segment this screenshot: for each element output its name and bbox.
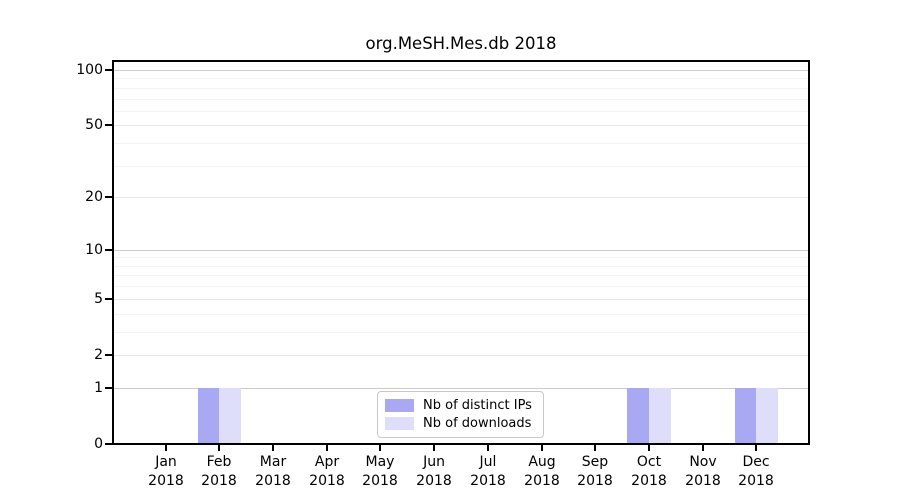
x-tick-label: May 2018 bbox=[362, 454, 398, 489]
chart-title: org.MeSH.Mes.db 2018 bbox=[365, 34, 557, 53]
legend-entry-distinct-ips: Nb of distinct IPs bbox=[385, 398, 535, 413]
bar-downloads-oct bbox=[649, 388, 671, 443]
x-tick bbox=[272, 445, 274, 451]
h-gridline bbox=[114, 99, 808, 100]
bar-distinct-ips-oct bbox=[627, 388, 649, 443]
legend: Nb of distinct IPs Nb of downloads bbox=[377, 391, 544, 438]
x-tick bbox=[487, 445, 489, 451]
x-tick-label: Feb 2018 bbox=[201, 454, 237, 489]
x-tick-label: Nov 2018 bbox=[685, 454, 721, 489]
h-gridline bbox=[114, 266, 808, 267]
x-tick bbox=[541, 445, 543, 451]
h-gridline bbox=[114, 275, 808, 276]
y-tick bbox=[105, 443, 112, 445]
y-tick-label: 5 bbox=[94, 291, 103, 307]
y-tick-label: 1 bbox=[94, 380, 103, 396]
y-tick-label: 0 bbox=[94, 436, 103, 452]
h-gridline bbox=[114, 388, 808, 389]
h-gridline bbox=[114, 111, 808, 112]
h-gridline bbox=[114, 257, 808, 258]
y-tick bbox=[105, 196, 112, 198]
x-tick-label: Mar 2018 bbox=[255, 454, 291, 489]
legend-entry-downloads: Nb of downloads bbox=[385, 416, 535, 431]
y-tick bbox=[105, 387, 112, 389]
x-tick bbox=[648, 445, 650, 451]
h-gridline bbox=[114, 70, 808, 71]
h-gridline bbox=[114, 286, 808, 287]
x-tick-label: Sep 2018 bbox=[577, 454, 613, 489]
y-tick-label: 50 bbox=[85, 117, 103, 133]
y-tick-label: 20 bbox=[85, 189, 103, 205]
y-tick bbox=[105, 124, 112, 126]
legend-swatch-downloads-icon bbox=[385, 416, 414, 430]
y-tick bbox=[105, 354, 112, 356]
h-gridline bbox=[114, 299, 808, 300]
x-tick bbox=[702, 445, 704, 451]
legend-label-distinct-ips: Nb of distinct IPs bbox=[423, 398, 532, 414]
legend-swatch-distinct-ips-icon bbox=[385, 399, 414, 413]
x-tick bbox=[379, 445, 381, 451]
x-tick-label: Oct 2018 bbox=[631, 454, 667, 489]
y-tick-label: 100 bbox=[76, 62, 103, 78]
x-tick bbox=[433, 445, 435, 451]
x-tick bbox=[326, 445, 328, 451]
h-gridline bbox=[114, 332, 808, 333]
x-tick bbox=[218, 445, 220, 451]
h-gridline bbox=[114, 314, 808, 315]
bar-downloads-feb bbox=[219, 388, 241, 443]
h-gridline bbox=[114, 250, 808, 251]
x-tick-label: Jul 2018 bbox=[470, 454, 506, 489]
x-tick bbox=[594, 445, 596, 451]
y-tick bbox=[105, 298, 112, 300]
h-gridline bbox=[114, 197, 808, 198]
h-gridline bbox=[114, 355, 808, 356]
x-tick-label: Jan 2018 bbox=[148, 454, 184, 489]
h-gridline bbox=[114, 78, 808, 79]
x-tick-label: Aug 2018 bbox=[524, 454, 560, 489]
bar-distinct-ips-feb bbox=[198, 388, 220, 443]
h-gridline bbox=[114, 143, 808, 144]
bar-distinct-ips-dec bbox=[735, 388, 757, 443]
legend-label-downloads: Nb of downloads bbox=[423, 415, 532, 431]
y-tick-label: 10 bbox=[85, 242, 103, 258]
x-tick bbox=[165, 445, 167, 451]
x-tick-label: Dec 2018 bbox=[738, 454, 774, 489]
x-tick bbox=[755, 445, 757, 451]
y-tick bbox=[105, 249, 112, 251]
x-tick-label: Apr 2018 bbox=[309, 454, 345, 489]
y-tick-label: 2 bbox=[94, 347, 103, 363]
bar-downloads-dec bbox=[756, 388, 778, 443]
h-gridline bbox=[114, 88, 808, 89]
h-gridline bbox=[114, 125, 808, 126]
h-gridline bbox=[114, 166, 808, 167]
y-tick bbox=[105, 69, 112, 71]
x-tick-label: Jun 2018 bbox=[416, 454, 452, 489]
